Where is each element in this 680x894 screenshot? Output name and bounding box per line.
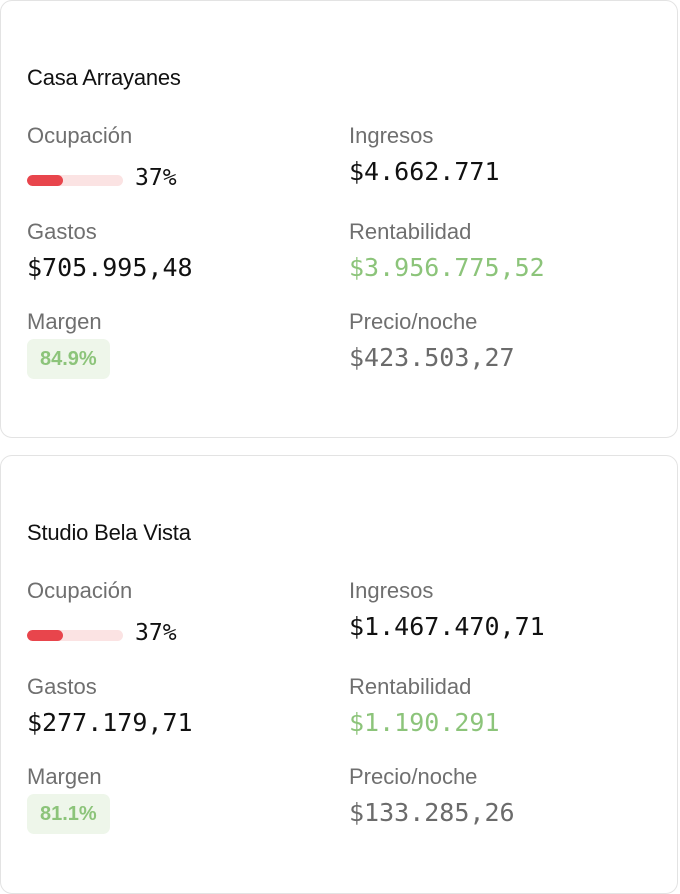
profitability-value: $3.956.775,52 — [349, 253, 545, 282]
income-label: Ingresos — [349, 578, 434, 603]
expenses-value: $277.179,71 — [27, 708, 193, 737]
occupancy-bar — [27, 175, 123, 186]
profitability-label: Rentabilidad — [349, 674, 472, 699]
property-card: Studio Bela Vista Ocupación 37% Ingresos… — [0, 455, 678, 894]
price-per-night-label: Precio/noche — [349, 764, 478, 789]
occupancy-bar-fill — [27, 175, 63, 186]
income-value: $1.467.470,71 — [349, 612, 545, 641]
property-name: Studio Bela Vista — [27, 520, 191, 545]
expenses-label: Gastos — [27, 219, 97, 244]
income-label: Ingresos — [349, 123, 434, 148]
occupancy-bar — [27, 630, 123, 641]
expenses-label: Gastos — [27, 674, 97, 699]
occupancy-percent: 37% — [135, 620, 177, 646]
price-per-night-label: Precio/noche — [349, 309, 478, 334]
margin-badge: 81.1% — [27, 794, 110, 834]
price-per-night-value: $133.285,26 — [349, 798, 515, 827]
margin-badge: 84.9% — [27, 339, 110, 379]
price-per-night-value: $423.503,27 — [349, 343, 515, 372]
profitability-label: Rentabilidad — [349, 219, 472, 244]
expenses-value: $705.995,48 — [27, 253, 193, 282]
occupancy-label: Ocupación — [27, 578, 133, 603]
occupancy-label: Ocupación — [27, 123, 133, 148]
occupancy-percent: 37% — [135, 165, 177, 191]
margin-label: Margen — [27, 309, 102, 334]
occupancy-bar-fill — [27, 630, 63, 641]
income-value: $4.662.771 — [349, 157, 500, 186]
property-card: Casa Arrayanes Ocupación 37% Ingresos $4… — [0, 0, 678, 438]
property-name: Casa Arrayanes — [27, 65, 181, 90]
profitability-value: $1.190.291 — [349, 708, 500, 737]
margin-label: Margen — [27, 764, 102, 789]
